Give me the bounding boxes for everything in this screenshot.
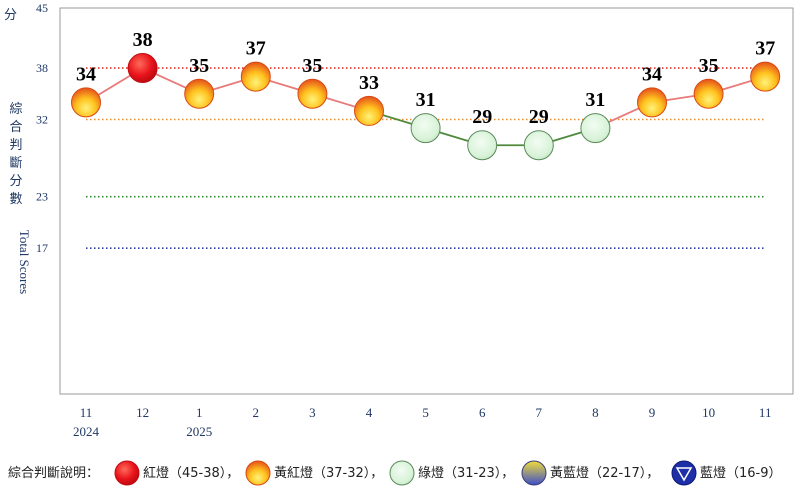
data-point-green	[410, 113, 441, 144]
svg-text:綜: 綜	[9, 102, 22, 117]
svg-text:斷: 斷	[9, 156, 22, 171]
data-point-green	[523, 130, 554, 161]
x-tick-year-label: 2024	[73, 424, 100, 439]
data-point-yellow-red	[240, 61, 271, 92]
legend-item: 藍燈（16-9）	[671, 460, 782, 486]
x-tick-label: 7	[536, 405, 543, 420]
plot-area	[59, 7, 794, 395]
x-tick-label: 8	[592, 405, 599, 420]
red-signal-icon	[114, 460, 140, 486]
y-tick-label: 17	[36, 241, 48, 255]
legend-title: 綜合判斷說明：	[8, 465, 99, 481]
data-point-yellow-red	[71, 87, 101, 118]
legend-item-label: 綠燈（31-23），	[418, 466, 514, 481]
data-point-green	[580, 113, 611, 144]
legend-item-label: 黃紅燈（37-32），	[274, 466, 383, 481]
yellow-red-signal-icon	[245, 460, 271, 486]
data-label: 37	[246, 38, 266, 60]
svg-text:數: 數	[9, 192, 22, 207]
data-label: 37	[755, 38, 775, 60]
x-tick-label: 3	[309, 405, 316, 420]
data-label: 33	[359, 72, 379, 94]
x-tick-label: 10	[702, 405, 715, 420]
y-axis-label-en: Total Scores	[17, 230, 32, 294]
data-point-green	[467, 130, 498, 161]
x-tick-label: 4	[366, 405, 373, 420]
x-tick-year-label: 2025	[186, 424, 212, 439]
data-point-red	[127, 53, 158, 84]
data-point-yellow-red	[693, 78, 724, 109]
legend: 綜合判斷說明： 紅燈（45-38）， 黃紅燈（37-32）， 綠燈（31-23）， 黃藍…	[8, 460, 782, 486]
data-label: 38	[133, 29, 153, 51]
y-tick-label: 32	[36, 113, 48, 127]
data-point-yellow-red	[750, 61, 781, 92]
data-label: 35	[302, 55, 322, 77]
y-tick-label: 38	[36, 61, 48, 75]
data-label: 35	[699, 55, 719, 77]
legend-item: 紅燈（45-38），	[114, 460, 239, 486]
legend-item-label: 藍燈（16-9）	[700, 466, 782, 481]
legend-item-label: 紅燈（45-38），	[143, 466, 239, 481]
y-axis-unit-label: 分	[4, 8, 18, 23]
svg-text:判: 判	[9, 138, 22, 153]
yellow-blue-signal-icon	[521, 460, 547, 486]
x-tick-label: 12	[136, 405, 149, 420]
data-label: 31	[416, 89, 436, 111]
svg-text:合: 合	[9, 120, 22, 135]
data-label: 35	[189, 55, 209, 77]
x-tick-label: 9	[649, 405, 656, 420]
data-label: 31	[585, 89, 605, 111]
data-point-yellow-red	[637, 87, 667, 118]
legend-item: 黃藍燈（22-17），	[521, 460, 659, 486]
y-tick-label: 45	[36, 1, 48, 15]
data-label: 29	[529, 106, 549, 128]
svg-text:分: 分	[9, 174, 22, 189]
data-point-yellow-red	[297, 78, 328, 109]
x-tick-label: 11	[80, 405, 93, 420]
x-tick-label: 1	[196, 405, 203, 420]
blue-signal-icon	[671, 460, 697, 486]
y-tick-label: 23	[36, 190, 48, 204]
x-tick-label: 2	[253, 405, 260, 420]
data-label: 34	[642, 63, 662, 85]
data-label: 29	[472, 106, 492, 128]
x-tick-label: 5	[422, 405, 429, 420]
legend-item-label: 黃藍燈（22-17），	[550, 466, 659, 481]
green-signal-icon	[389, 460, 415, 486]
x-tick-label: 6	[479, 405, 486, 420]
legend-item: 綠燈（31-23），	[389, 460, 514, 486]
data-point-yellow-red	[184, 78, 215, 109]
legend-item: 黃紅燈（37-32），	[245, 460, 383, 486]
data-point-yellow-red	[354, 95, 384, 126]
data-label: 34	[76, 63, 96, 85]
x-tick-label: 11	[759, 405, 772, 420]
